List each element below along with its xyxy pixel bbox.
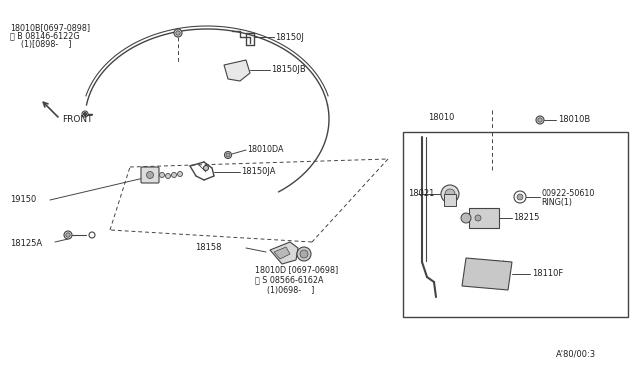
Circle shape xyxy=(83,112,86,115)
Circle shape xyxy=(297,247,311,261)
Text: 18150JB: 18150JB xyxy=(271,65,306,74)
Circle shape xyxy=(300,250,308,258)
Text: 18150J: 18150J xyxy=(275,32,304,42)
Polygon shape xyxy=(274,247,290,259)
Text: 18158: 18158 xyxy=(195,244,221,253)
Circle shape xyxy=(536,116,544,124)
Text: 19150: 19150 xyxy=(10,196,36,205)
Circle shape xyxy=(461,213,471,223)
Circle shape xyxy=(166,173,170,179)
Text: (1)[0898-    ]: (1)[0898- ] xyxy=(16,39,72,48)
Circle shape xyxy=(82,111,88,117)
Circle shape xyxy=(66,233,70,237)
Circle shape xyxy=(147,171,154,179)
Text: 18010B[0697-0898]: 18010B[0697-0898] xyxy=(10,23,90,32)
Text: Ⓑ B 08146-6122G: Ⓑ B 08146-6122G xyxy=(10,32,79,41)
Text: 18125A: 18125A xyxy=(10,240,42,248)
FancyBboxPatch shape xyxy=(141,167,159,183)
Text: RING(1): RING(1) xyxy=(541,199,572,208)
Text: FRONT: FRONT xyxy=(62,115,93,124)
Circle shape xyxy=(475,215,481,221)
FancyBboxPatch shape xyxy=(469,208,499,228)
Text: A'80/00:3: A'80/00:3 xyxy=(556,350,596,359)
Circle shape xyxy=(445,189,455,199)
Text: 18010: 18010 xyxy=(428,113,454,122)
Circle shape xyxy=(177,171,182,176)
Circle shape xyxy=(89,232,95,238)
FancyBboxPatch shape xyxy=(403,132,628,317)
Bar xyxy=(444,194,456,206)
Circle shape xyxy=(204,166,209,170)
Circle shape xyxy=(226,153,230,157)
Text: 18150JA: 18150JA xyxy=(241,167,275,176)
Text: Ⓢ S 08566-6162A: Ⓢ S 08566-6162A xyxy=(255,276,323,285)
Polygon shape xyxy=(224,60,250,81)
Polygon shape xyxy=(462,258,512,290)
Circle shape xyxy=(517,194,523,200)
Text: 18010DA: 18010DA xyxy=(247,145,284,154)
Circle shape xyxy=(538,118,542,122)
Circle shape xyxy=(172,173,177,177)
Circle shape xyxy=(225,151,232,158)
Circle shape xyxy=(64,231,72,239)
Text: (1)0698-    ]: (1)0698- ] xyxy=(262,285,314,295)
Circle shape xyxy=(441,185,459,203)
Circle shape xyxy=(514,191,526,203)
Text: 00922-50610: 00922-50610 xyxy=(541,189,595,198)
Text: 18021: 18021 xyxy=(408,189,435,199)
Text: 18110F: 18110F xyxy=(532,269,563,279)
Circle shape xyxy=(159,173,164,177)
Text: 18010B: 18010B xyxy=(558,115,590,125)
Circle shape xyxy=(174,29,182,37)
Polygon shape xyxy=(270,242,298,264)
Circle shape xyxy=(176,31,180,35)
Text: 18010D [0697-0698]: 18010D [0697-0698] xyxy=(255,266,339,275)
Text: 18215: 18215 xyxy=(513,214,540,222)
